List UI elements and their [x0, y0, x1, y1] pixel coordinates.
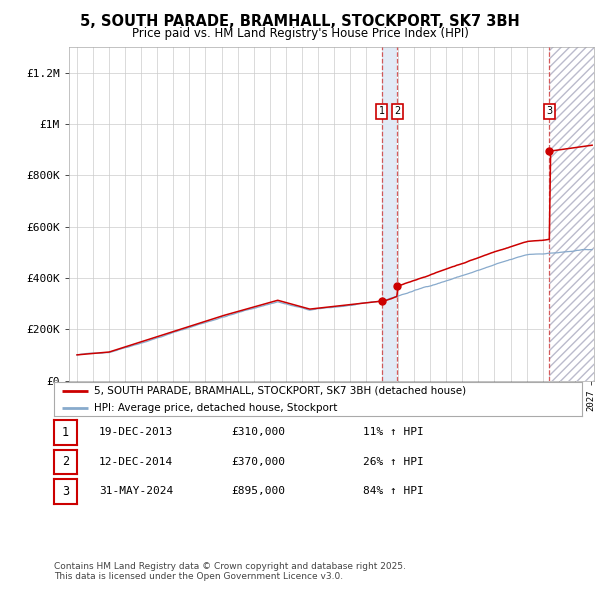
Bar	[550, 47, 594, 381]
Text: 2: 2	[394, 106, 400, 116]
Text: 3: 3	[547, 106, 553, 116]
Text: HPI: Average price, detached house, Stockport: HPI: Average price, detached house, Stoc…	[94, 404, 337, 414]
Text: Contains HM Land Registry data © Crown copyright and database right 2025.
This d: Contains HM Land Registry data © Crown c…	[54, 562, 406, 581]
Bar	[382, 47, 397, 381]
Text: 19-DEC-2013: 19-DEC-2013	[99, 428, 173, 437]
Text: £895,000: £895,000	[231, 487, 285, 496]
Text: 2: 2	[62, 455, 69, 468]
Text: 11% ↑ HPI: 11% ↑ HPI	[363, 428, 424, 437]
Text: 31-MAY-2024: 31-MAY-2024	[99, 487, 173, 496]
Text: 5, SOUTH PARADE, BRAMHALL, STOCKPORT, SK7 3BH (detached house): 5, SOUTH PARADE, BRAMHALL, STOCKPORT, SK…	[94, 386, 466, 396]
Text: 5, SOUTH PARADE, BRAMHALL, STOCKPORT, SK7 3BH: 5, SOUTH PARADE, BRAMHALL, STOCKPORT, SK…	[80, 14, 520, 28]
Text: Price paid vs. HM Land Registry's House Price Index (HPI): Price paid vs. HM Land Registry's House …	[131, 27, 469, 40]
Text: 26% ↑ HPI: 26% ↑ HPI	[363, 457, 424, 467]
Bar	[550, 47, 594, 381]
Text: 84% ↑ HPI: 84% ↑ HPI	[363, 487, 424, 496]
Text: 1: 1	[62, 426, 69, 439]
Text: 3: 3	[62, 485, 69, 498]
Text: £370,000: £370,000	[231, 457, 285, 467]
Text: £310,000: £310,000	[231, 428, 285, 437]
Text: 12-DEC-2014: 12-DEC-2014	[99, 457, 173, 467]
Text: 1: 1	[379, 106, 385, 116]
